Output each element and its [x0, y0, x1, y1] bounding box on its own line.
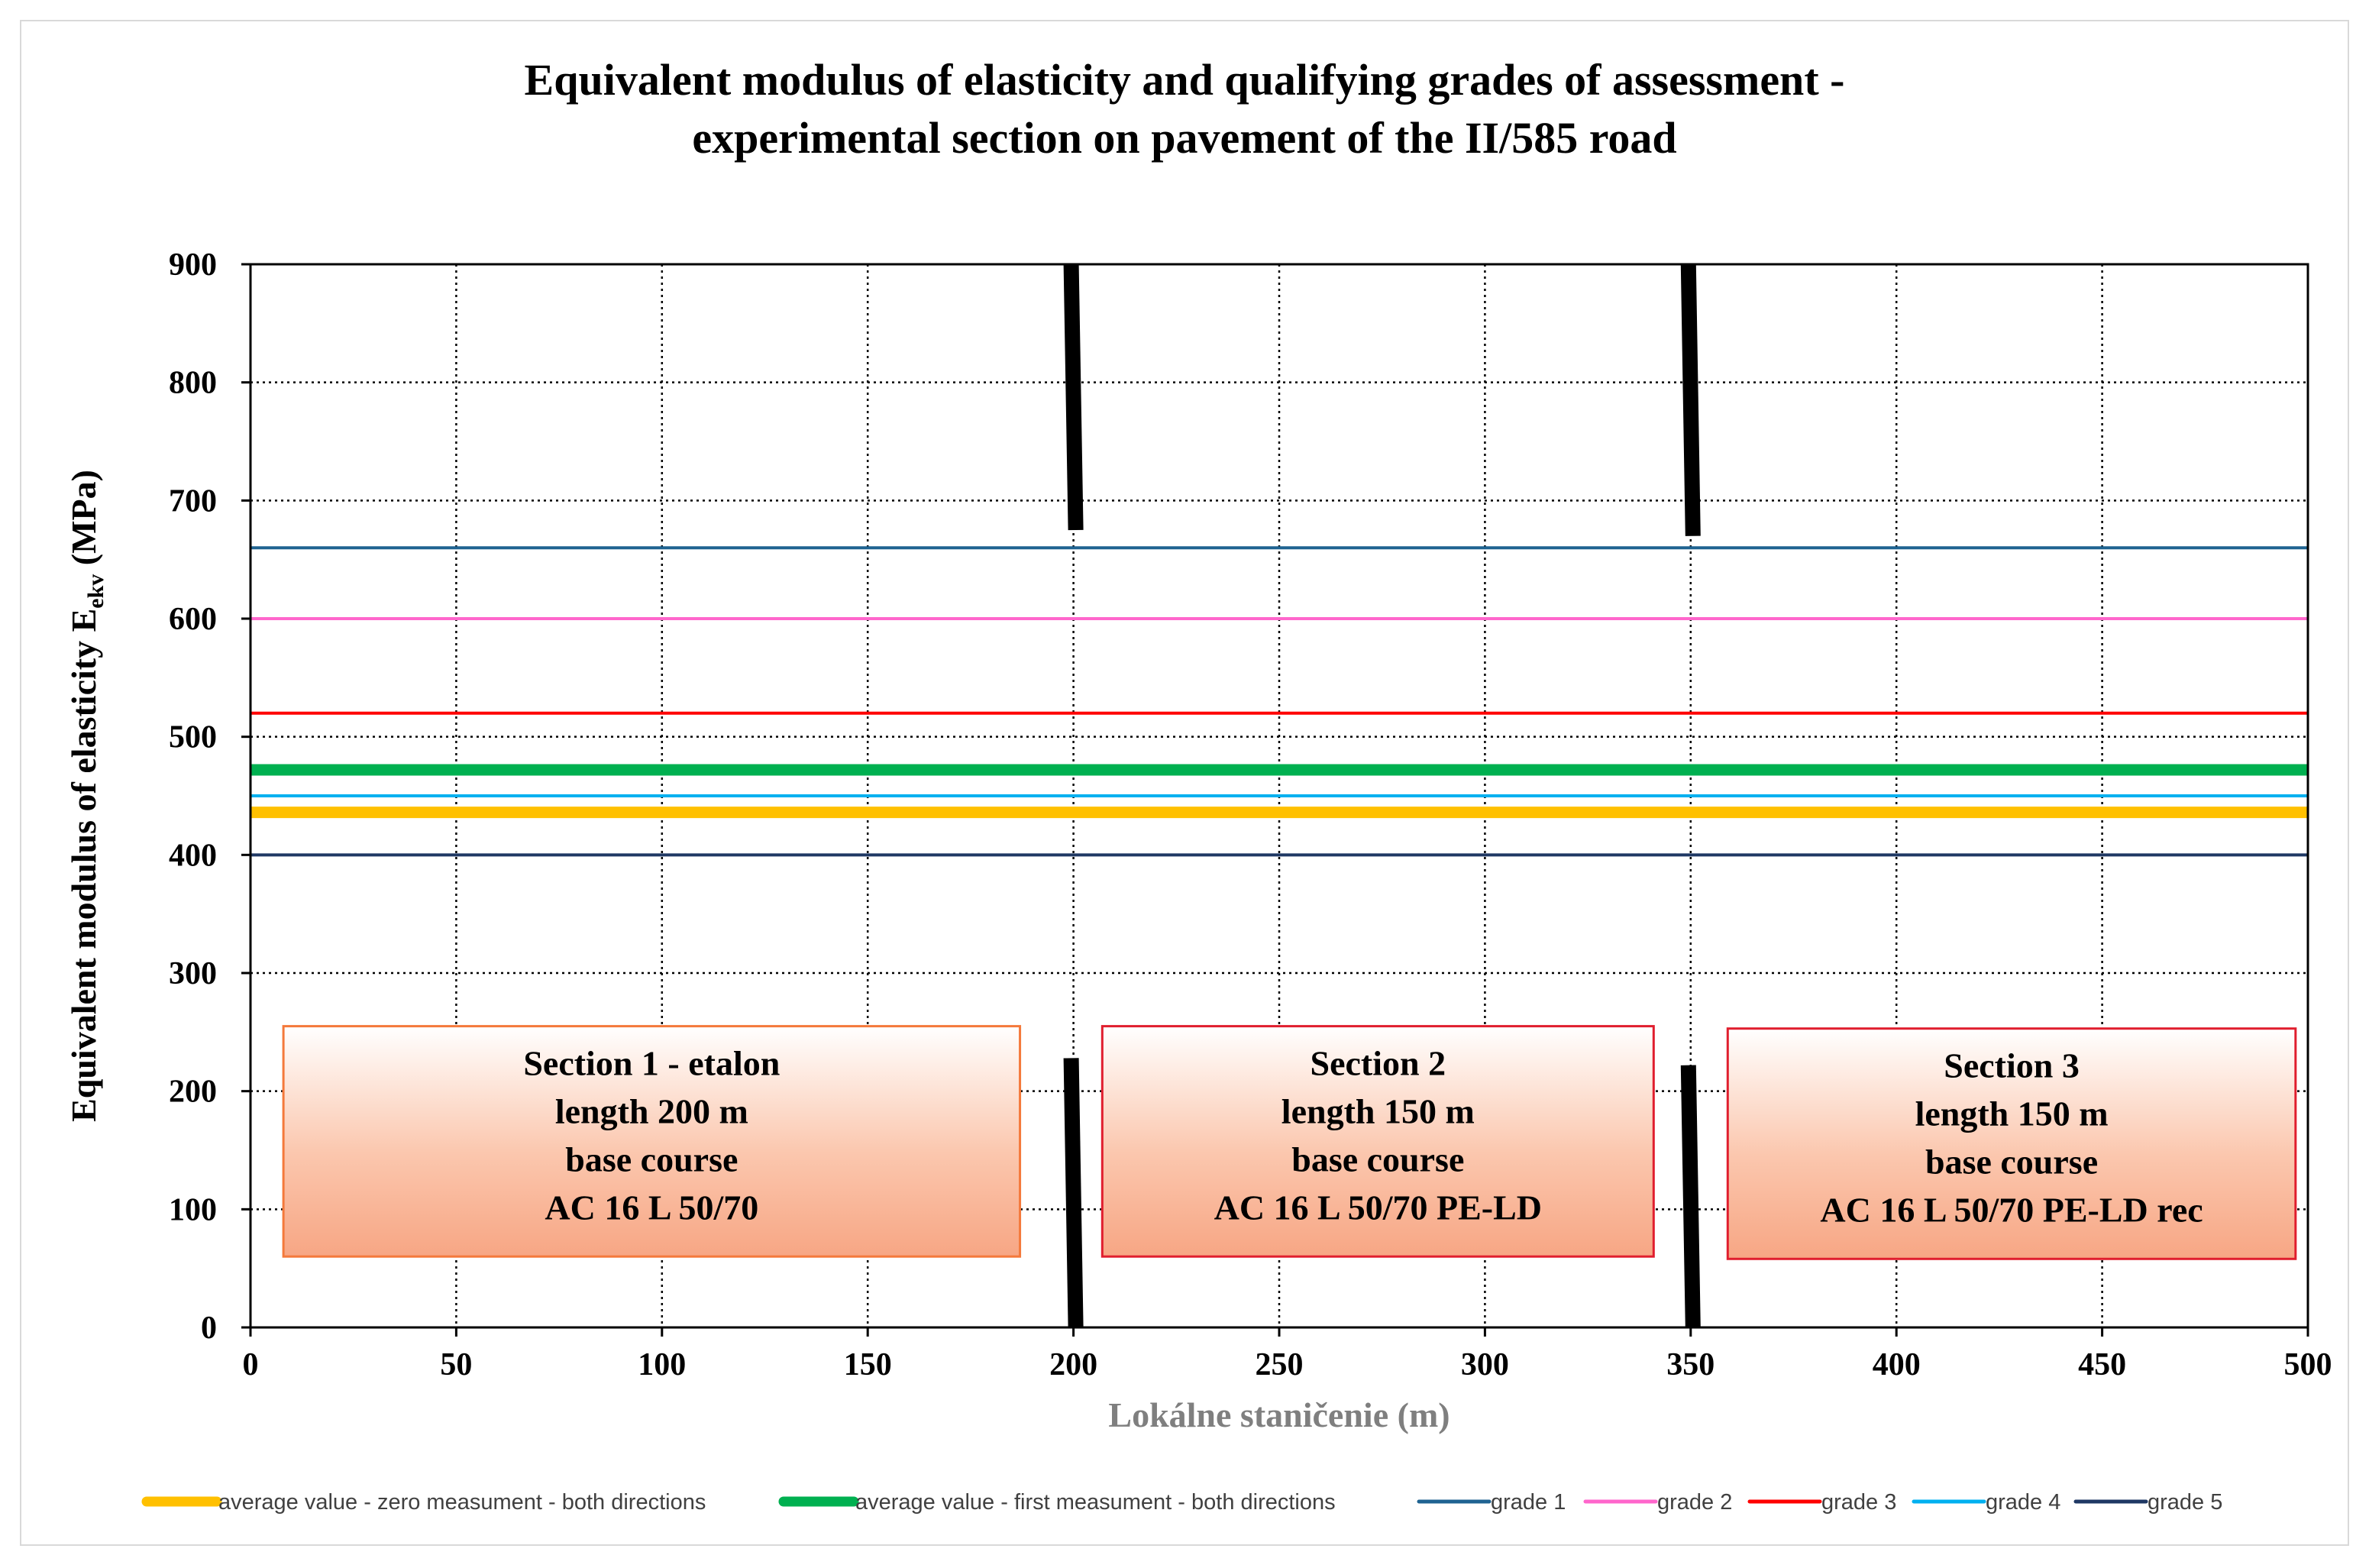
- legend-label: grade 2: [1657, 1490, 1732, 1515]
- x-axis-title: Lokálne staničenie (m): [1108, 1395, 1450, 1434]
- section-box-text: AC 16 L 50/70 PE-LD rec: [1820, 1191, 2203, 1230]
- chart-title-line: Equivalent modulus of elasticity and qua…: [525, 55, 1845, 105]
- x-tick-label: 200: [1049, 1347, 1097, 1382]
- y-axis-title: Equivalent modulus of elasticity Eekv (M…: [64, 470, 108, 1122]
- section-box-text: length 200 m: [555, 1092, 748, 1131]
- legend-label: grade 5: [2148, 1490, 2222, 1515]
- section-divider-bar: [1063, 263, 1084, 531]
- section-box: [282, 1025, 1022, 1258]
- y-tick-label: 900: [169, 247, 217, 283]
- x-tick-label: 400: [1873, 1347, 1921, 1382]
- section-box: [1726, 1027, 2297, 1260]
- section-box-text: base course: [565, 1140, 738, 1179]
- section-box-text: length 150 m: [1281, 1092, 1475, 1131]
- y-tick-label: 300: [169, 956, 217, 991]
- chart-title: Equivalent modulus of elasticity and qua…: [525, 55, 1845, 163]
- x-tick-label: 300: [1461, 1347, 1509, 1382]
- x-tick-label: 50: [440, 1347, 472, 1382]
- section-box-text: AC 16 L 50/70: [545, 1188, 758, 1227]
- section-box-text: base course: [1925, 1143, 2098, 1182]
- chart-title-line: experimental section on pavement of the …: [692, 113, 1676, 163]
- legend-label: grade 4: [1986, 1490, 2060, 1515]
- x-tick-label: 100: [638, 1347, 686, 1382]
- y-tick-label: 600: [169, 602, 217, 637]
- section-divider-bar: [1680, 1065, 1701, 1328]
- legend-label: average value - zero measument - both di…: [218, 1490, 706, 1515]
- x-tick-label: 450: [2078, 1347, 2126, 1382]
- section-dividers: [1063, 263, 1701, 1328]
- y-tick-label: 800: [169, 366, 217, 401]
- section-box: [1100, 1025, 1655, 1258]
- axes: 0 50 100 150 200 250 300 350 400 450 500 0 100 200 300…: [64, 247, 2332, 1434]
- x-tick-label: 250: [1256, 1347, 1304, 1382]
- legend-label: grade 3: [1821, 1490, 1896, 1515]
- y-tick-label: 0: [201, 1311, 217, 1346]
- section-box-text: Section 1 - etalon: [523, 1044, 780, 1083]
- section-box-text: length 150 m: [1915, 1094, 2109, 1133]
- y-tick-label: 500: [169, 720, 217, 755]
- x-tick-label: 500: [2284, 1347, 2332, 1382]
- section-box-text: base course: [1291, 1140, 1464, 1179]
- section-divider-bar: [1063, 1058, 1084, 1328]
- x-tick-label: 150: [844, 1347, 892, 1382]
- y-tick-label: 400: [169, 838, 217, 873]
- x-tick-label: 0: [243, 1347, 259, 1382]
- section-annotations: Section 1 - etalon length 200 m base cours…: [282, 1025, 2297, 1260]
- x-tick-label: 350: [1666, 1347, 1715, 1382]
- legend-label: average value - first measument - both d…: [855, 1490, 1336, 1515]
- y-tick-label: 100: [169, 1192, 217, 1227]
- section-box-text: AC 16 L 50/70 PE-LD: [1214, 1188, 1542, 1227]
- y-tick-label: 700: [169, 483, 217, 519]
- section-box-text: Section 3: [1944, 1046, 2080, 1085]
- section-box-text: Section 2: [1311, 1044, 1446, 1083]
- legend-label: grade 1: [1491, 1490, 1566, 1515]
- legend: average value - zero measument - both di…: [141, 1490, 2222, 1515]
- y-tick-label: 200: [169, 1075, 217, 1110]
- series-lines: [250, 546, 2308, 857]
- section-divider-bar: [1680, 263, 1701, 536]
